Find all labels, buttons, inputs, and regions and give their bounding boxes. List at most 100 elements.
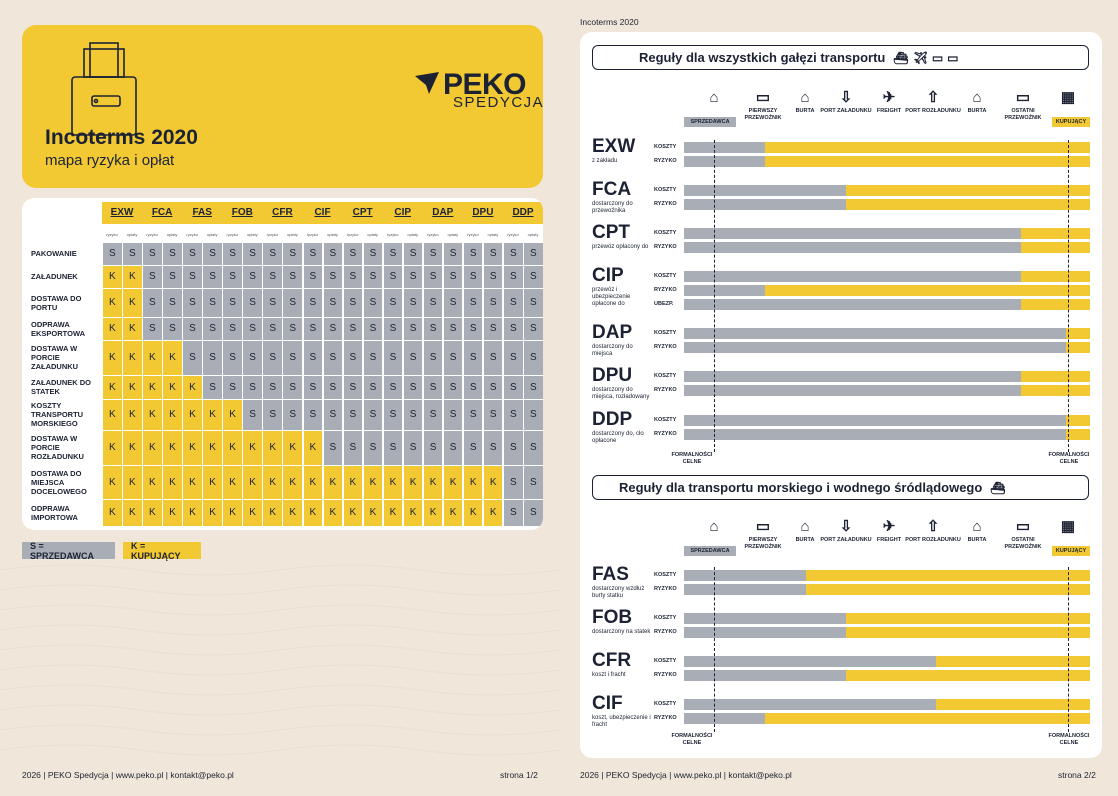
table-cell: S	[524, 266, 543, 288]
row-label: ODPRAWA IMPORTOWA	[31, 503, 78, 522]
table-cell: S	[483, 400, 503, 430]
table-cell: S	[103, 243, 122, 265]
seller-bar	[684, 142, 766, 153]
sublabel-risk: ryzyko	[467, 232, 479, 237]
table-cell: K	[243, 431, 262, 465]
row-kind-label: KOSZTY	[654, 615, 677, 621]
term-code: DDP	[592, 409, 633, 430]
table-cell: K	[403, 500, 423, 526]
stage-2: ⌂ BURTA	[775, 519, 835, 544]
term-description: z zakładu	[592, 158, 618, 164]
table-cell: S	[443, 341, 463, 375]
table-cell: S	[143, 289, 162, 317]
table-cell: K	[163, 466, 182, 499]
buyer-bar	[846, 185, 1090, 196]
table-cell: K	[183, 431, 202, 465]
table-cell: S	[423, 289, 443, 317]
table-cell: S	[383, 400, 403, 430]
table-cell: S	[243, 376, 262, 399]
section-title: Reguły dla transportu morskiego i wodneg…	[619, 480, 983, 495]
logo-mark-icon	[415, 72, 439, 94]
term-code: CIP	[592, 265, 624, 286]
buyer-bar	[846, 670, 1090, 681]
term-description: przewóz opłacony do	[592, 244, 649, 250]
sublabel-risk: ryzyko	[346, 232, 359, 237]
table-cell: S	[303, 400, 323, 430]
sublabel-costs: opłaty	[206, 232, 218, 237]
formal-right: FORMALNOŚCI CELNE	[1048, 452, 1090, 465]
table-cell: S	[403, 266, 423, 288]
page-number: strona 2/2	[1058, 770, 1096, 780]
buyer-bar	[1065, 342, 1090, 353]
stage-4: ✈ FREIGHT	[859, 90, 919, 115]
term-code: DAP	[592, 322, 633, 343]
table-cell: K	[163, 500, 182, 526]
stage-label: BURTA	[967, 537, 987, 543]
table-cell: K	[123, 341, 142, 375]
stage-8: ▦	[1038, 90, 1098, 108]
table-cell: S	[383, 318, 403, 340]
table-cell: S	[343, 376, 363, 399]
warehouse-icon: ⌂	[972, 89, 982, 106]
row-kind-label: KOSZTY	[654, 658, 677, 664]
table-cell: K	[123, 431, 142, 465]
term-code: FAS	[592, 564, 629, 585]
table-cell: S	[323, 431, 343, 465]
warehouse-icon: ⌂	[800, 89, 810, 106]
table-cell: S	[504, 243, 523, 265]
plane-icon: ✈	[882, 89, 896, 106]
table-cell: S	[483, 341, 503, 375]
table-cell: S	[323, 341, 343, 375]
table-cell: S	[223, 318, 242, 340]
table-cell: S	[243, 341, 262, 375]
term-code: FCA	[592, 179, 632, 200]
term-code: CFR	[592, 650, 632, 671]
table-cell: S	[403, 318, 423, 340]
table-cell: S	[463, 341, 483, 375]
seller-bar	[684, 415, 1066, 426]
sublabel-costs: opłaty	[327, 232, 338, 237]
stage-label: PORT ROZŁADUNKU	[905, 537, 961, 543]
row-kind-label: RYZYKO	[654, 672, 677, 678]
table-cell: K	[163, 431, 182, 465]
table-cell: K	[123, 400, 142, 430]
plane-icon: ✈	[882, 518, 896, 535]
stage-label: OSTATNI PRZEWOŹNIK	[1004, 537, 1042, 550]
table-cell: S	[143, 318, 162, 340]
hero-banner: PEKO SPEDYCJA Incoterms 2020 mapa ryzyka…	[22, 25, 543, 188]
term-description: koszt, ubezpieczenie i fracht	[592, 715, 651, 728]
table-cell: K	[123, 266, 142, 288]
buyer-bar	[765, 713, 1090, 724]
table-cell: S	[163, 289, 182, 317]
table-cell: K	[103, 500, 122, 526]
row-kind-label: RYZYKO	[654, 387, 677, 393]
unloading-icon: ⇧	[926, 89, 940, 106]
peko-logo: PEKO SPEDYCJA	[415, 68, 545, 116]
table-cell: K	[103, 289, 122, 317]
table-cell: S	[504, 376, 523, 399]
stage-5: ⇧ PORT ROZŁADUNKU	[903, 519, 963, 544]
table-header	[102, 202, 543, 224]
row-kind-label: KOSZTY	[654, 273, 677, 279]
dash-right	[1068, 567, 1069, 732]
table-cell: S	[363, 431, 383, 465]
table-cell: K	[183, 400, 202, 430]
buyer-bar	[765, 156, 1090, 167]
table-cell: S	[183, 318, 202, 340]
stage-label: PIERWSZY PRZEWOŹNIK	[744, 108, 782, 121]
table-cell: S	[443, 318, 463, 340]
row-kind-label: RYZYKO	[654, 287, 677, 293]
row-kind-label: KOSZTY	[654, 230, 677, 236]
stage-label: PORT ZAŁADUNKU	[820, 108, 872, 114]
table-cell: K	[323, 466, 343, 499]
stage-label: BURTA	[967, 108, 987, 114]
table-cell: S	[463, 289, 483, 317]
stage-label: PORT ROZŁADUNKU	[905, 108, 961, 114]
table-cell: K	[263, 431, 282, 465]
table-cell: S	[123, 243, 142, 265]
table-cell: S	[524, 243, 543, 265]
table-cell: K	[103, 318, 122, 340]
table-cell: S	[323, 400, 343, 430]
building-icon: ▦	[1060, 518, 1076, 535]
table-cell: S	[183, 341, 202, 375]
